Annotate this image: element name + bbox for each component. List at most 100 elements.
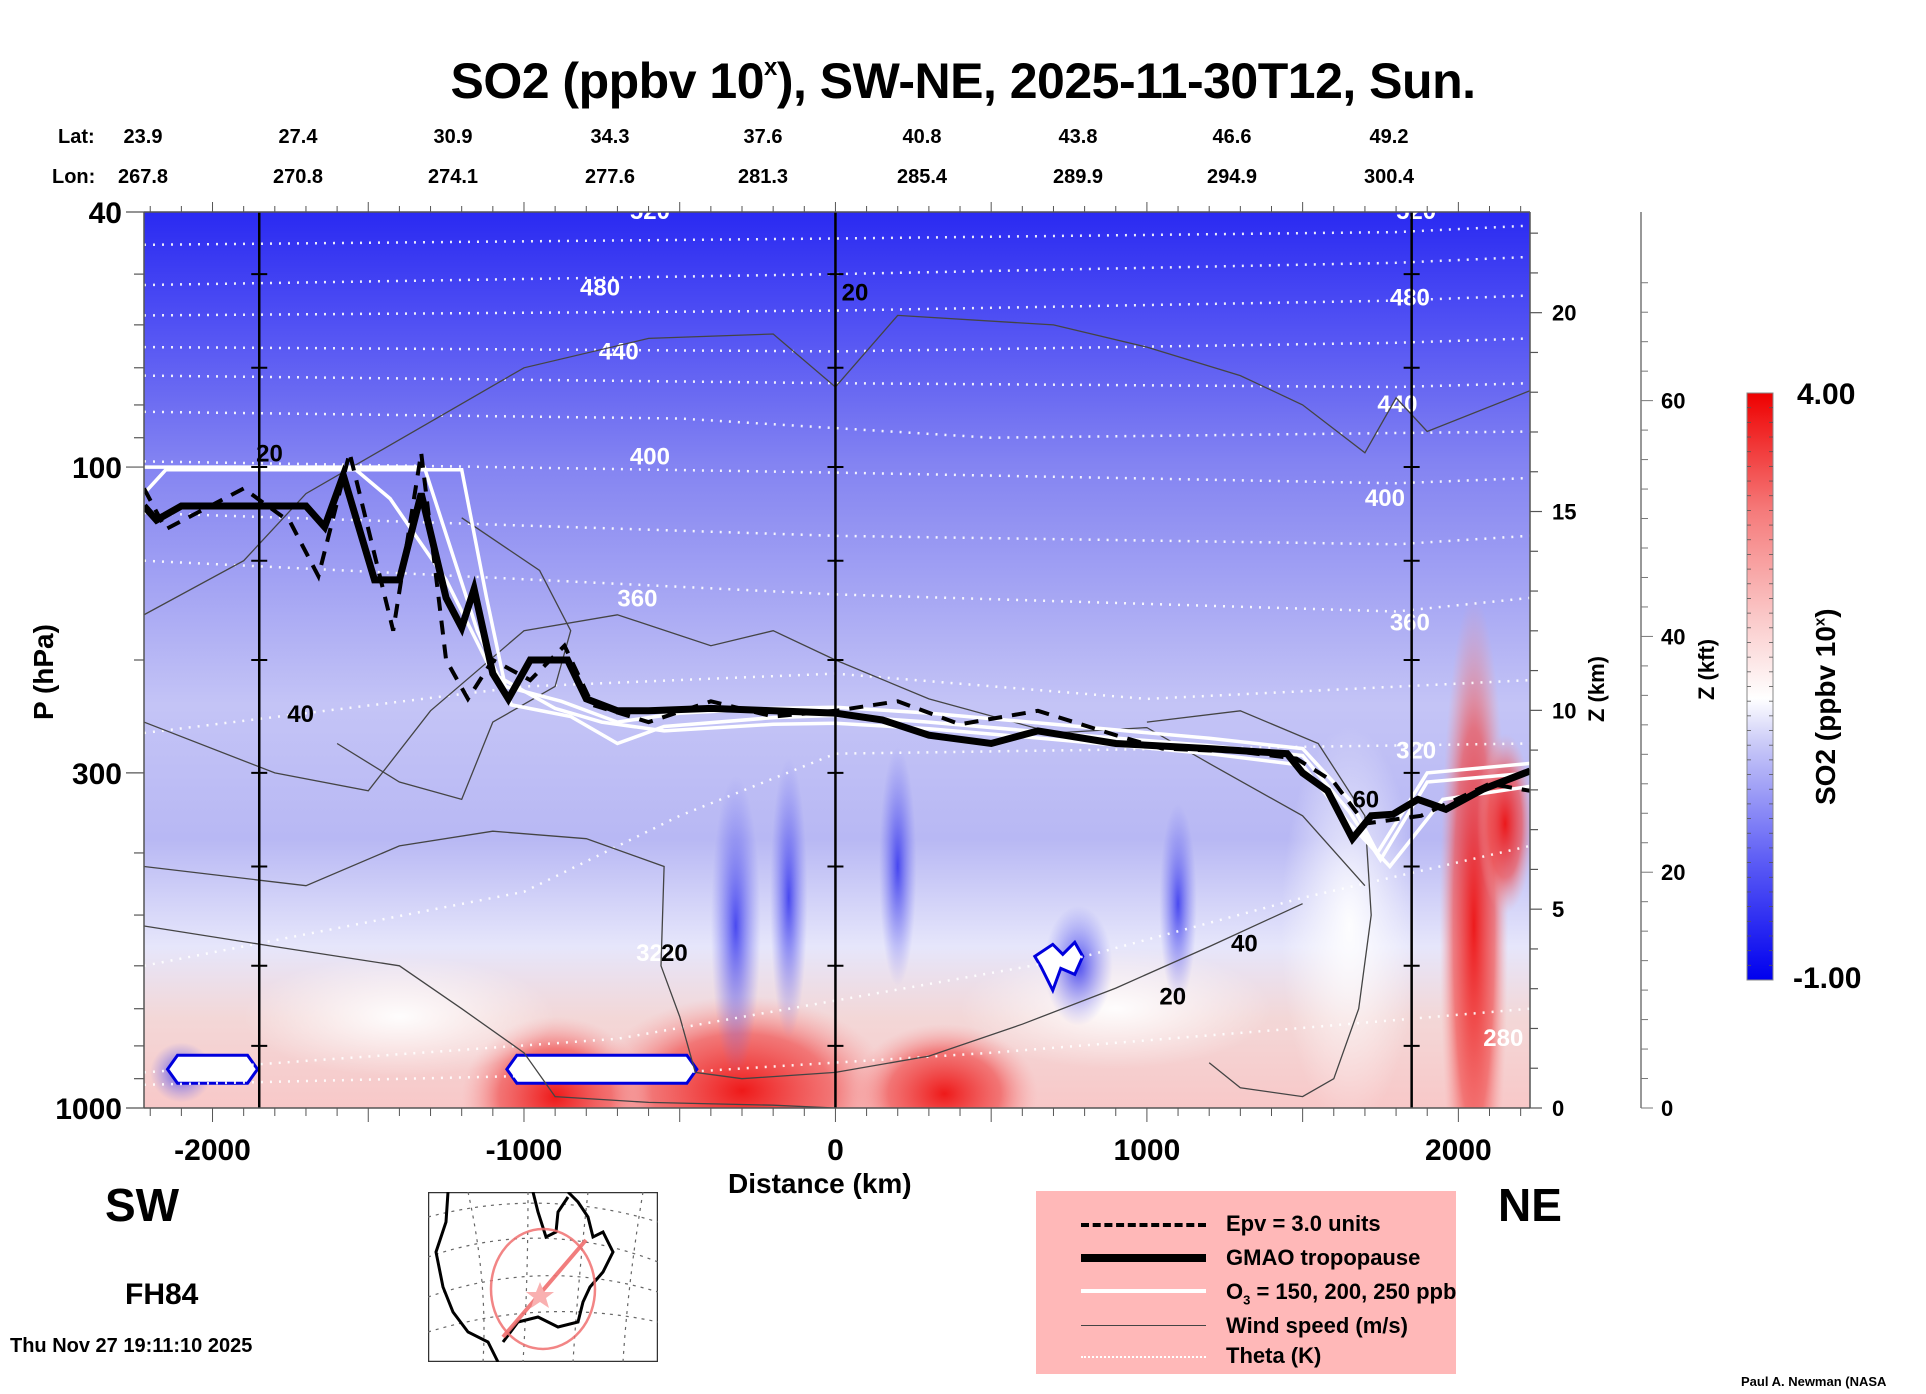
legend-label-wind: Wind speed (m/s) [1226, 1313, 1408, 1338]
inset-map-center-star-icon [526, 1282, 554, 1308]
legend-swatch-white [1081, 1289, 1206, 1293]
legend-ozone-o: O [1226, 1279, 1244, 1304]
theta-label: 360 [1390, 610, 1430, 637]
x-tick-label: 0 [827, 1134, 844, 1167]
legend-label-ozone: O3 = 150, 200, 250 ppb [1226, 1279, 1456, 1307]
so2-region [1477, 733, 1530, 914]
theta-label: 320 [636, 940, 676, 967]
ne-label: NE [1498, 1179, 1562, 1231]
chart-title-main: SO2 (ppbv 10 [450, 53, 765, 109]
y-tick-label: 40 [89, 197, 122, 230]
colorbar-title-main: SO2 (ppbv 10 [1810, 626, 1841, 805]
y-tick-label: 100 [72, 452, 122, 485]
lon-value: 294.9 [1206, 166, 1258, 188]
z-kft-tick-label: 40 [1661, 624, 1685, 649]
legend-label-tropopause: GMAO tropopause [1226, 1245, 1421, 1270]
lon-value: 277.6 [584, 166, 636, 188]
lat-value: 34.3 [590, 126, 630, 148]
theta-label: 480 [580, 275, 620, 302]
theta-label: 520 [630, 198, 670, 225]
legend-swatch-dashed [1081, 1223, 1206, 1227]
colorbar-title: SO2 (ppbv 10x) [1810, 608, 1842, 805]
lat-value: 46.6 [1212, 126, 1252, 148]
wind-speed-label: 40 [1231, 931, 1258, 958]
theta-label: 280 [1483, 1025, 1523, 1052]
x-axis-title: Distance (km) [728, 1168, 912, 1199]
wind-speed-label: 60 [1352, 787, 1379, 814]
lat-value: 37.6 [743, 126, 783, 148]
wind-speed-contour [1146, 710, 1372, 1098]
theta-label: 520 [1396, 198, 1436, 225]
lon-label: Lon: [52, 166, 96, 188]
epv-contour [144, 452, 1530, 826]
so2-region [770, 757, 808, 1038]
so2-region [960, 948, 1272, 1069]
x-tick-label: 2000 [1425, 1134, 1492, 1167]
so2-region [1159, 803, 1197, 1004]
colorbar-title-rest: ) [1810, 608, 1841, 618]
so2-region [710, 775, 761, 1076]
legend: Epv = 3.0 units GMAO tropopause O3 = 150… [1036, 1191, 1456, 1374]
so2-region [243, 956, 556, 1077]
so2-region [1439, 596, 1509, 1108]
lon-value: 300.4 [1363, 166, 1415, 188]
x-tick-label: -1000 [486, 1134, 563, 1167]
z-kft-tick-label: 20 [1661, 860, 1685, 885]
colorbar-min-label: -1.00 [1793, 962, 1862, 995]
z-km-tick-label: 0 [1552, 1096, 1564, 1121]
theta-contour [144, 1007, 1530, 1087]
z-km-axis-title: Z (km) [1584, 656, 1609, 722]
z-km-tick-label: 15 [1552, 500, 1576, 525]
legend-label-epv: Epv = 3.0 units [1226, 1211, 1381, 1236]
x-tick-label: 1000 [1114, 1134, 1181, 1167]
y-tick-label: 300 [72, 758, 122, 791]
tropopause-line [144, 464, 1530, 846]
so2-region [879, 746, 917, 987]
y-axis-title: P (hPa) [28, 624, 59, 720]
colorbar [1746, 392, 1774, 981]
chart-title-rest: ), SW-NE, 2025-11-30T12, Sun. [776, 53, 1476, 109]
colorbar-max-label: 4.00 [1797, 378, 1856, 411]
so2-field [144, 212, 1530, 1108]
timestamp: Thu Nov 27 19:11:10 2025 [10, 1335, 253, 1357]
y-tick-label: 1000 [55, 1093, 122, 1126]
theta-contour [144, 559, 1530, 613]
lat-value: 30.9 [433, 126, 473, 148]
credit: Paul A. Newman (NASA [1741, 1374, 1887, 1389]
colorbar-title-sup: x [1811, 617, 1829, 627]
so2-region [1280, 726, 1418, 1108]
theta-contour [144, 410, 1530, 439]
wind-speed-label: 20 [842, 280, 869, 307]
z-kft-tick-label: 60 [1661, 389, 1685, 414]
z-km-tick-label: 20 [1552, 301, 1576, 326]
inset-map-frame [428, 1192, 658, 1362]
theta-label: 320 [1396, 738, 1436, 765]
wind-speed-contour [144, 830, 1303, 1080]
wind-speed-contour [144, 314, 1530, 616]
legend-ozone-sub: 3 [1243, 1292, 1251, 1308]
lat-value: 49.2 [1369, 126, 1409, 148]
theta-label: 480 [1390, 285, 1430, 312]
lon-value: 285.4 [896, 166, 948, 188]
inset-map-graticule [428, 1192, 658, 1362]
theta-label: 400 [1365, 485, 1405, 512]
chart-title: SO2 (ppbv 10x), SW-NE, 2025-11-30T12, Su… [0, 52, 1926, 110]
inset-map [428, 1192, 658, 1362]
lat-label: Lat: [58, 126, 95, 148]
lon-value: 270.8 [272, 166, 324, 188]
z-kft-axis-title: Z (kft) [1694, 638, 1719, 700]
axes: -2000 -1000 0 1000 2000 40 100 300 1000 0 5 10 15 20 0… [55, 197, 1685, 1167]
wind-speed-label: 20 [1159, 984, 1186, 1011]
theta-label: 440 [599, 339, 639, 366]
missing-data-patch [505, 1053, 699, 1085]
lon-value: 289.9 [1052, 166, 1104, 188]
inset-map-coastline [434, 1192, 615, 1362]
so2-region [851, 1023, 1038, 1108]
wind-speed-contour [336, 517, 572, 801]
legend-swatch-thin [1081, 1325, 1206, 1326]
wind-speed-contour [144, 925, 836, 1108]
sw-label: SW [105, 1179, 180, 1231]
z-km-tick-label: 10 [1552, 698, 1576, 723]
